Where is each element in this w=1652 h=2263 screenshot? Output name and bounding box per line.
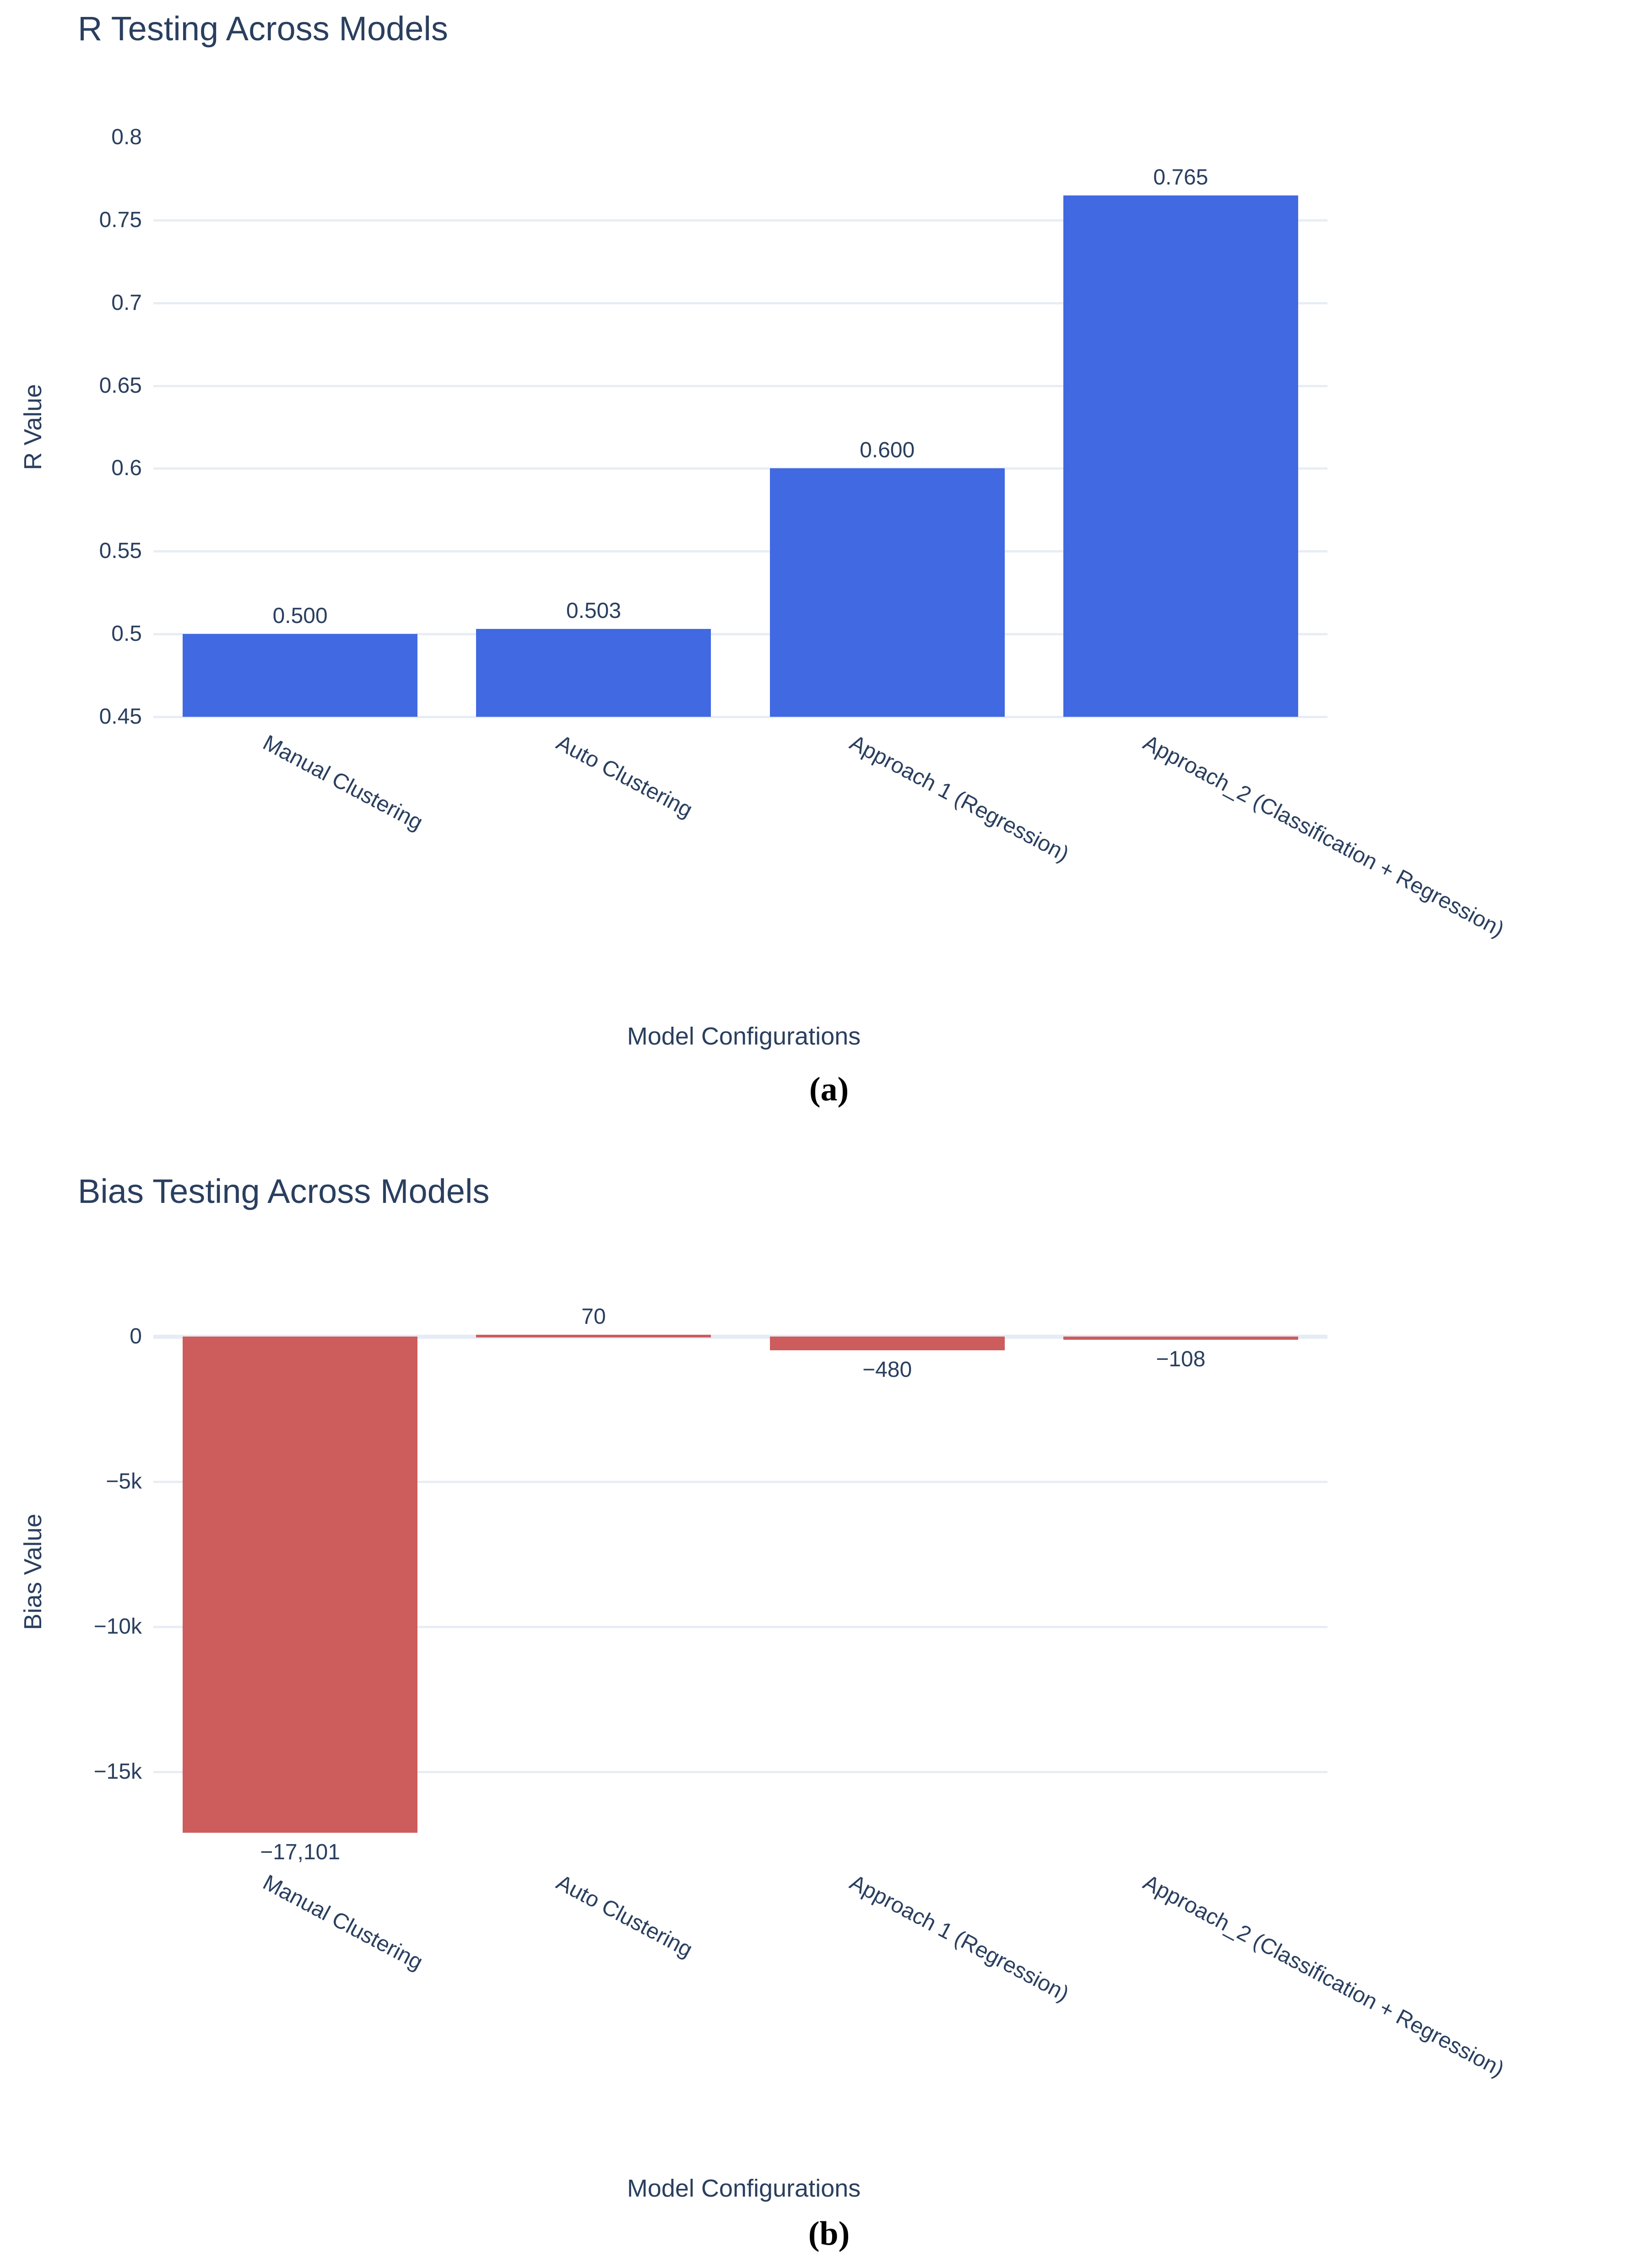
x-tick-label-manual-clustering: Manual Clustering bbox=[259, 1870, 427, 1975]
bar-approach-2-classification-regression bbox=[1063, 1337, 1298, 1340]
x-tick-label-approach-2-classification-regression: Approach_2 (Classification + Regression) bbox=[1139, 1870, 1508, 2082]
chart-b-x-axis-title: Model Configurations bbox=[627, 2175, 861, 2202]
bar-value-label: −480 bbox=[862, 1358, 912, 1382]
bar-approach-1-regression bbox=[769, 1337, 1005, 1351]
bar-value-label: 0.600 bbox=[860, 438, 915, 463]
y-tick-label: 0.55 bbox=[99, 539, 142, 563]
x-tick-label-approach-1-regression: Approach 1 (Regression) bbox=[845, 1870, 1073, 2007]
gridline bbox=[153, 1771, 1327, 1774]
bar-value-label: −108 bbox=[1156, 1347, 1206, 1371]
bar-approach-2-classification-regression bbox=[1063, 195, 1298, 717]
x-tick-label-approach-1-regression: Approach 1 (Regression) bbox=[845, 730, 1073, 867]
gridline bbox=[153, 384, 1327, 387]
bar-auto-clustering bbox=[476, 629, 711, 717]
bar-value-label: −17,101 bbox=[260, 1840, 341, 1865]
y-tick-label: 0.45 bbox=[99, 704, 142, 729]
y-tick-label: −15k bbox=[93, 1760, 142, 1784]
bar-auto-clustering bbox=[476, 1334, 711, 1337]
y-tick-label: 0.7 bbox=[111, 290, 142, 315]
y-tick-label: 0.8 bbox=[111, 125, 142, 149]
x-tick-label-auto-clustering: Auto Clustering bbox=[552, 1870, 697, 1962]
gridline bbox=[153, 1626, 1327, 1629]
gridline bbox=[153, 633, 1327, 636]
bar-approach-1-regression bbox=[769, 468, 1005, 717]
y-tick-label: −5k bbox=[106, 1469, 142, 1494]
bar-manual-clustering bbox=[183, 634, 418, 717]
bar-value-label: 0.500 bbox=[272, 604, 328, 628]
y-tick-label: 0.5 bbox=[111, 622, 142, 646]
gridline bbox=[153, 219, 1327, 222]
bar-manual-clustering bbox=[183, 1337, 418, 1833]
chart-a-title: R Testing Across Models bbox=[78, 10, 448, 48]
bar-value-label: 70 bbox=[581, 1304, 606, 1329]
gridline bbox=[153, 1481, 1327, 1483]
gridline bbox=[153, 716, 1327, 718]
chart-b-y-axis-title: Bias Value bbox=[19, 1513, 47, 1630]
bar-value-label: 0.503 bbox=[566, 599, 621, 623]
chart-a-x-axis-title: Model Configurations bbox=[627, 1023, 861, 1050]
x-tick-label-auto-clustering: Auto Clustering bbox=[552, 730, 697, 823]
gridline bbox=[153, 550, 1327, 553]
y-tick-label: 0 bbox=[130, 1324, 142, 1349]
chart-b-title: Bias Testing Across Models bbox=[78, 1172, 490, 1210]
chart-a-caption: (a) bbox=[809, 1071, 849, 1108]
gridline bbox=[153, 302, 1327, 304]
zero-gridline bbox=[153, 1335, 1327, 1339]
x-tick-label-approach-2-classification-regression: Approach_2 (Classification + Regression) bbox=[1139, 730, 1508, 942]
chart-b-caption: (b) bbox=[808, 2215, 850, 2252]
chart-a-y-axis-title: R Value bbox=[19, 384, 47, 471]
bar-value-label: 0.765 bbox=[1153, 165, 1208, 189]
y-tick-label: 0.75 bbox=[99, 207, 142, 232]
gridline bbox=[153, 467, 1327, 470]
x-tick-label-manual-clustering: Manual Clustering bbox=[259, 730, 427, 835]
